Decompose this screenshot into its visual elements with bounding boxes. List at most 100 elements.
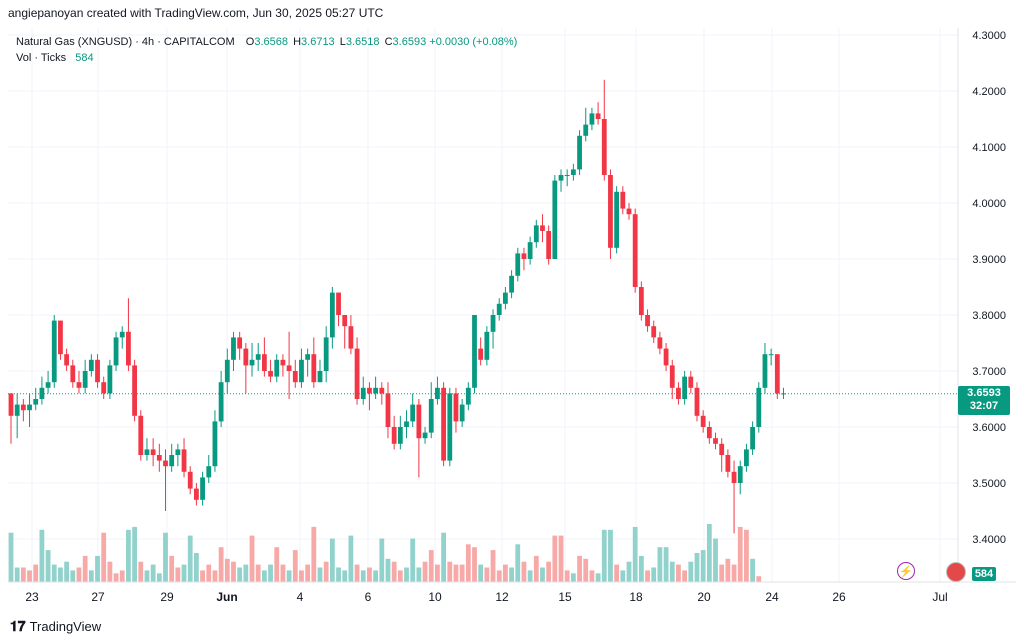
- candle: [515, 247, 521, 282]
- volume-bar: [397, 570, 403, 582]
- volume-bar: [595, 573, 601, 582]
- volume-bar: [478, 564, 484, 582]
- volume-bar: [268, 564, 273, 582]
- volume-bar: [614, 564, 620, 582]
- candle: [194, 483, 199, 506]
- candle: [45, 371, 51, 394]
- volume-bar: [750, 558, 755, 582]
- volume-bar: [379, 538, 385, 582]
- volume-bar: [700, 550, 706, 582]
- candle: [533, 219, 539, 248]
- candle: [397, 415, 403, 450]
- candle: [126, 298, 131, 371]
- price-tick-label: 4.3000: [972, 30, 1006, 42]
- candle: [144, 438, 150, 461]
- candle: [20, 399, 26, 422]
- candle: [428, 382, 434, 439]
- volume-bar: [713, 538, 718, 582]
- candle: [453, 387, 459, 433]
- candle: [626, 203, 632, 220]
- candle: [76, 371, 82, 394]
- candle: [713, 432, 718, 450]
- time-axis[interactable]: 23 27 29 Jun 4 6 10 12 15 18 20 24 26 Jul: [25, 590, 947, 604]
- candle: [101, 376, 107, 399]
- volume-bar: [88, 570, 94, 582]
- price-tick-label: 3.6000: [972, 422, 1006, 434]
- price-tick-label: 4.2000: [972, 86, 1006, 98]
- volume-bar: [682, 570, 688, 582]
- candle: [348, 315, 354, 355]
- volume-bar: [669, 561, 675, 582]
- volume-bar: [126, 529, 131, 582]
- ohlc-line: Natural Gas (XNGUSD) · 4h · CAPITALCOM O…: [16, 36, 518, 48]
- candle: [224, 348, 230, 394]
- volume-bar: [224, 558, 230, 582]
- candle: [694, 382, 700, 422]
- candle: [564, 169, 570, 187]
- volume-bar: [490, 550, 496, 582]
- volume-line: Vol · Ticks 584: [16, 50, 517, 66]
- candle: [206, 455, 212, 483]
- attribution-text: angiepanoyan created with TradingView.co…: [8, 6, 384, 20]
- candle: [527, 236, 533, 265]
- volume-bar: [540, 567, 545, 582]
- lightning-event-icon[interactable]: ⚡: [897, 562, 915, 580]
- candle: [169, 443, 175, 472]
- time-tick-label: 23: [25, 590, 39, 604]
- candle: [478, 337, 484, 366]
- volume-bar: [354, 564, 360, 582]
- candle: [552, 175, 558, 259]
- volume-bar: [200, 570, 205, 582]
- candle: [280, 354, 286, 377]
- time-tick-label: 26: [832, 590, 846, 604]
- volume-bar: [194, 553, 199, 582]
- volume-bar: [261, 570, 267, 582]
- candle: [27, 393, 32, 427]
- time-tick-label: 27: [91, 590, 105, 604]
- volume-value: 584: [75, 52, 94, 64]
- price-axis[interactable]: 4.3000 4.2000 4.1000 4.0000 3.9000 3.8000 3.70…: [972, 30, 1006, 546]
- candle: [373, 376, 379, 399]
- flag-event-icon[interactable]: [946, 562, 966, 582]
- volume-bar: [527, 570, 533, 582]
- volume-label[interactable]: Vol · Ticks: [16, 52, 67, 64]
- price-tick-label: 3.9000: [972, 254, 1006, 266]
- volume-bar: [348, 535, 354, 582]
- symbol-label[interactable]: Natural Gas (XNGUSD) · 4h · CAPITALCOM: [16, 36, 235, 48]
- volume-bar: [391, 561, 397, 582]
- volume-bar: [132, 526, 137, 582]
- candle: [138, 410, 144, 461]
- candle: [706, 421, 712, 444]
- candle: [577, 130, 582, 175]
- candle: [601, 79, 607, 181]
- volume-bar: [632, 526, 638, 582]
- volume-bar: [731, 564, 737, 582]
- volume-bar: [76, 567, 82, 582]
- volume-bar: [725, 558, 731, 582]
- time-tick-label: 6: [365, 590, 372, 604]
- candle: [150, 438, 156, 467]
- volume-bar: [620, 570, 626, 582]
- volume-bar: [706, 524, 712, 582]
- time-tick-label: 10: [428, 590, 442, 604]
- volume-bar: [237, 567, 243, 582]
- volume-bar: [138, 561, 144, 582]
- volume-bar: [95, 555, 100, 582]
- candle: [589, 107, 595, 131]
- candle: [70, 359, 76, 388]
- candle: [731, 460, 737, 534]
- price-tick-label: 3.8000: [972, 310, 1006, 322]
- candle: [200, 471, 205, 506]
- candle: [447, 387, 453, 467]
- candle: [379, 382, 385, 405]
- volume-bar: [577, 555, 582, 582]
- volume-bar: [694, 553, 700, 582]
- candle: [311, 337, 317, 388]
- candle: [342, 315, 348, 349]
- bar-countdown: 32:07: [969, 400, 999, 412]
- time-tick-label: 4: [297, 590, 304, 604]
- volume-bar: [274, 547, 280, 582]
- volume-bar: [231, 561, 236, 582]
- volume-bar: [27, 570, 32, 582]
